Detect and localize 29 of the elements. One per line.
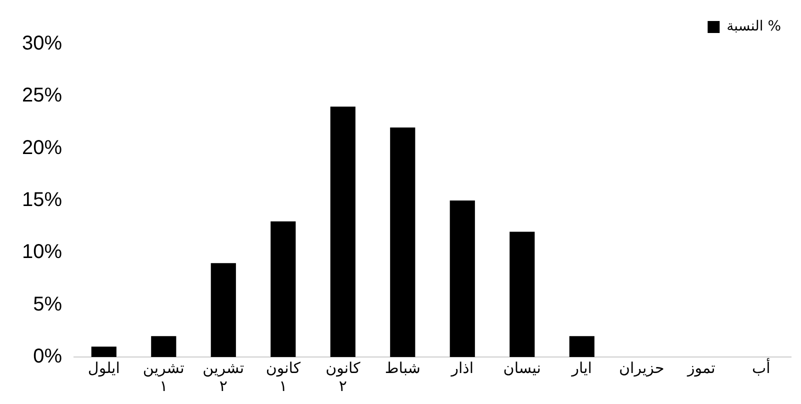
y-tick-label: 25%	[22, 84, 62, 107]
legend-label: النسبة %	[726, 18, 782, 35]
x-tick-label: تشرين ٢	[202, 358, 244, 395]
x-tick-label: شباط	[384, 358, 420, 377]
x-tick-label: أب	[752, 358, 770, 377]
y-tick-label: 20%	[22, 136, 62, 159]
x-tick-label: اذار	[450, 358, 474, 377]
x-tick-label: نيسان	[503, 358, 541, 377]
x-tick-label: كانون ١	[266, 358, 302, 395]
x-tick-label: كانون ٢	[326, 358, 362, 395]
bar	[510, 232, 535, 357]
y-tick-label: 5%	[33, 293, 62, 316]
x-tick-label: ايار	[570, 358, 592, 377]
bar	[91, 346, 116, 357]
y-tick-label: 0%	[33, 346, 62, 368]
x-tick-label: ايلول	[88, 358, 120, 377]
bar	[390, 127, 416, 357]
bar	[210, 263, 236, 357]
x-tick-label: تموز	[686, 358, 716, 377]
y-tick-label: 10%	[22, 241, 62, 264]
y-tick-label: 30%	[22, 32, 62, 55]
y-tick-label: 15%	[22, 189, 62, 212]
bar	[450, 200, 475, 357]
bar	[151, 336, 176, 357]
bar	[330, 106, 356, 357]
x-tick-label: حزيران	[619, 358, 664, 377]
bar	[270, 221, 296, 357]
bar	[569, 336, 594, 357]
x-tick-label: تشرين ١	[142, 358, 184, 395]
